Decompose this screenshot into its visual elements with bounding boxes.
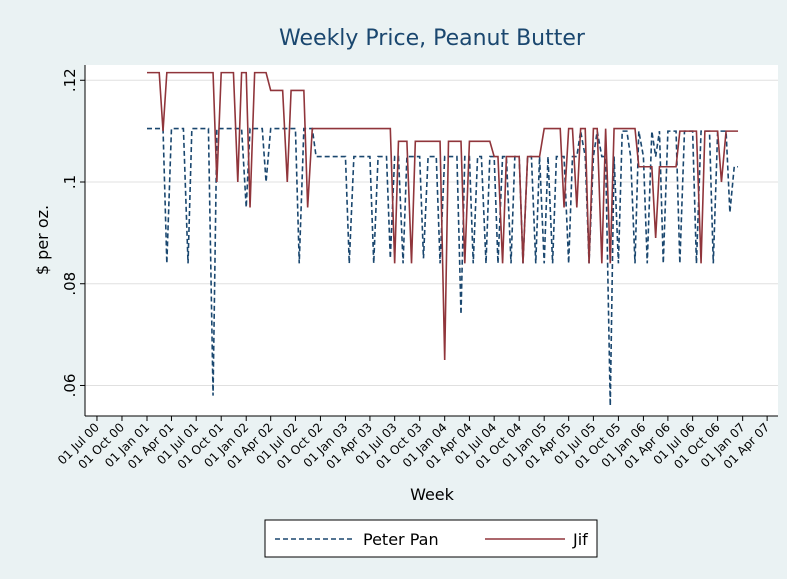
chart-title: Weekly Price, Peanut Butter	[279, 26, 586, 51]
y-axis-title: $ per oz.	[33, 205, 52, 275]
y-tick-label: .06	[61, 374, 79, 398]
legend-label: Jif	[572, 530, 588, 549]
plot-region	[85, 65, 778, 416]
series-line	[146, 127, 739, 406]
y-tick-label: .12	[61, 68, 79, 92]
series-line	[146, 71, 739, 361]
y-tick-label: .1	[61, 175, 79, 189]
x-axis-title: Week	[410, 485, 455, 504]
legend-label: Peter Pan	[363, 530, 439, 549]
y-tick-label: .08	[61, 272, 79, 296]
